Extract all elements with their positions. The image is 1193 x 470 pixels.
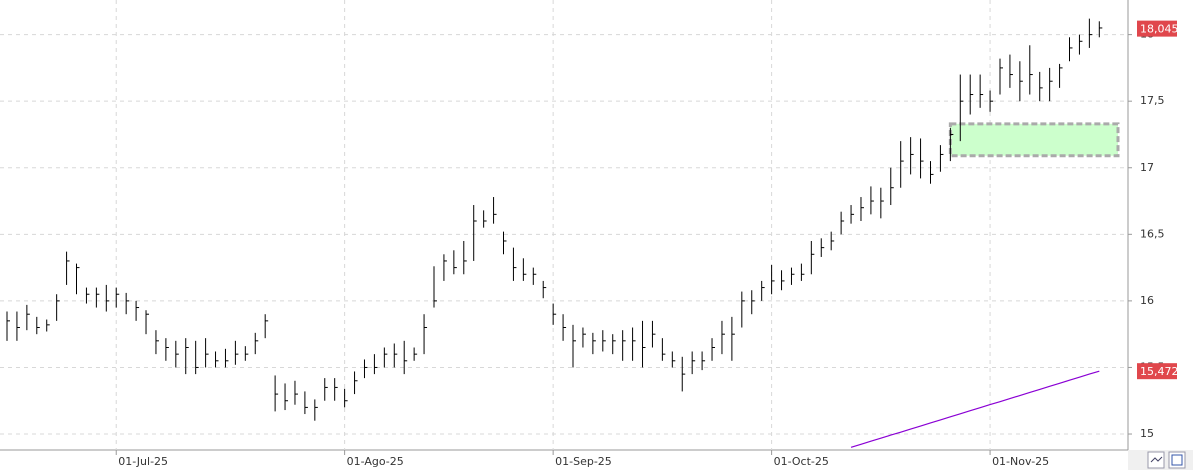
price-tag-label: 15,472	[1140, 365, 1179, 378]
zone	[948, 122, 1120, 158]
ma-line	[850, 370, 1100, 448]
x-tick-label: 01-Nov-25	[992, 455, 1049, 468]
price-tag	[1137, 363, 1177, 380]
y-tick-label: 16,5	[1140, 227, 1165, 240]
x-tick-label: 01-Oct-25	[774, 455, 829, 468]
x-tick-label: 01-Sep-25	[555, 455, 612, 468]
price-tag-label: 18,045	[1140, 23, 1179, 36]
save-icon	[1171, 454, 1183, 466]
scale-icon	[1150, 456, 1163, 463]
price-tag	[1137, 20, 1177, 37]
y-tick-label: 17,5	[1140, 94, 1165, 107]
y-tick-label: 16	[1140, 294, 1154, 307]
scale-button[interactable]	[1147, 451, 1165, 469]
y-tick-label: 17	[1140, 161, 1154, 174]
y-tick-label: 15	[1140, 427, 1154, 440]
x-tick-label: 01-Jul-25	[118, 455, 168, 468]
x-tick-label: 01-Ago-25	[347, 455, 404, 468]
save-button[interactable]	[1168, 451, 1186, 469]
